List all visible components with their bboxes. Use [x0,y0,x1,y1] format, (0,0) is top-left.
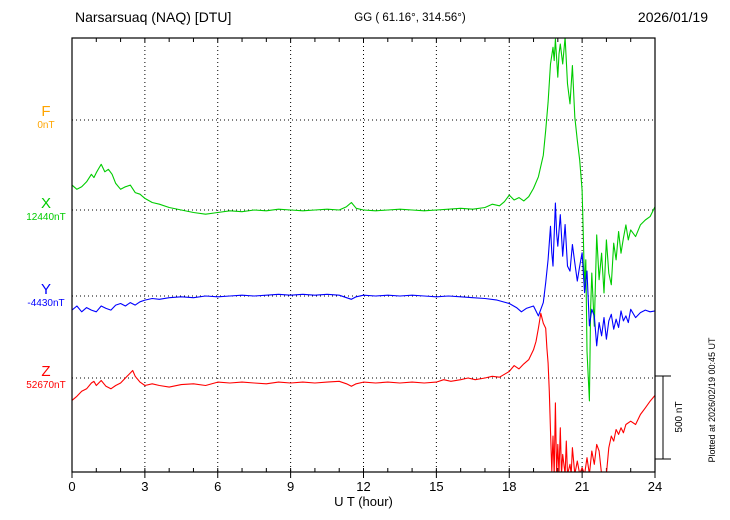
component-z-baseline-value: 52670nT [26,380,66,391]
svg-text:15: 15 [429,479,443,494]
scale-bar-label: 500 nT [674,401,685,433]
svg-text:6: 6 [214,479,221,494]
plotted-at-note: Plotted at 2026/02/19 00:45 UT [707,337,717,463]
component-x-baseline-value: 12440nT [26,212,66,223]
svg-text:9: 9 [287,479,294,494]
component-x-label: X [40,195,51,212]
svg-text:21: 21 [575,479,589,494]
x-axis-label: U T (hour) [334,494,393,509]
component-z-group: Z 52670nT [14,363,78,392]
observation-date: 2026/01/19 [637,9,708,25]
svg-text:12: 12 [356,479,370,494]
svg-text:18: 18 [502,479,516,494]
geographic-coordinates: GG ( 61.16°, 314.56°) [354,12,466,24]
component-y-baseline-value: -4430nT [27,298,65,309]
component-y-group: Y -4430nT [14,281,78,310]
component-x-group: X 12440nT [14,195,78,224]
component-y-label: Y [40,281,51,298]
svg-text:3: 3 [141,479,148,494]
component-f-baseline-value: 0nT [37,120,55,131]
svg-text:24: 24 [648,479,662,494]
component-f-label: F [41,103,51,120]
svg-text:0: 0 [68,479,75,494]
component-f-group: F 0nT [14,103,78,132]
station-title: Narsarsuaq (NAQ) [DTU] [75,9,232,25]
component-z-label: Z [41,363,51,380]
